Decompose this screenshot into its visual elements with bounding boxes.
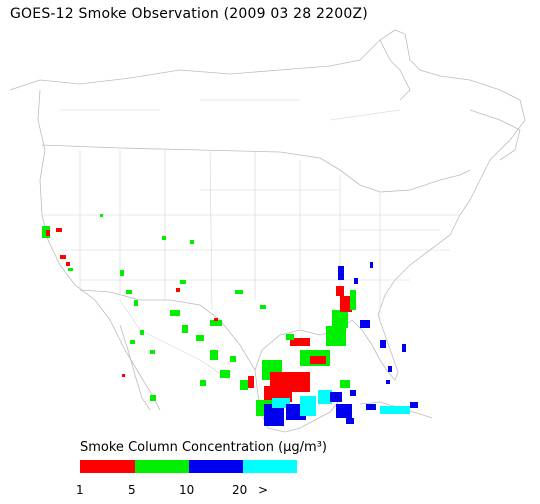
legend-tick-end: > [258, 483, 269, 497]
smoke-cluster-california [42, 226, 73, 271]
legend-title: Smoke Column Concentration (μg/m³) [80, 440, 327, 455]
smoke-detections [42, 214, 418, 426]
legend-color-cyan [243, 460, 297, 473]
smoke-cluster-southwest [100, 214, 266, 401]
legend-tick-1: 1 [76, 483, 84, 497]
legend-color-red [80, 460, 135, 473]
legend-color-green [135, 460, 189, 473]
smoke-cluster-mexico [256, 380, 356, 426]
smoke-cluster-southwest-red [122, 288, 254, 388]
legend-tick-5: 5 [128, 483, 136, 497]
map-title: GOES-12 Smoke Observation (2009 03 28 22… [10, 6, 368, 22]
legend-tick-20: 20 [232, 483, 248, 497]
legend-tick-10: 10 [179, 483, 195, 497]
legend-color-blue [189, 460, 243, 473]
smoke-cluster-florida [366, 340, 418, 414]
state-borders [42, 99, 460, 381]
smoke-cluster-gulf [262, 262, 373, 402]
